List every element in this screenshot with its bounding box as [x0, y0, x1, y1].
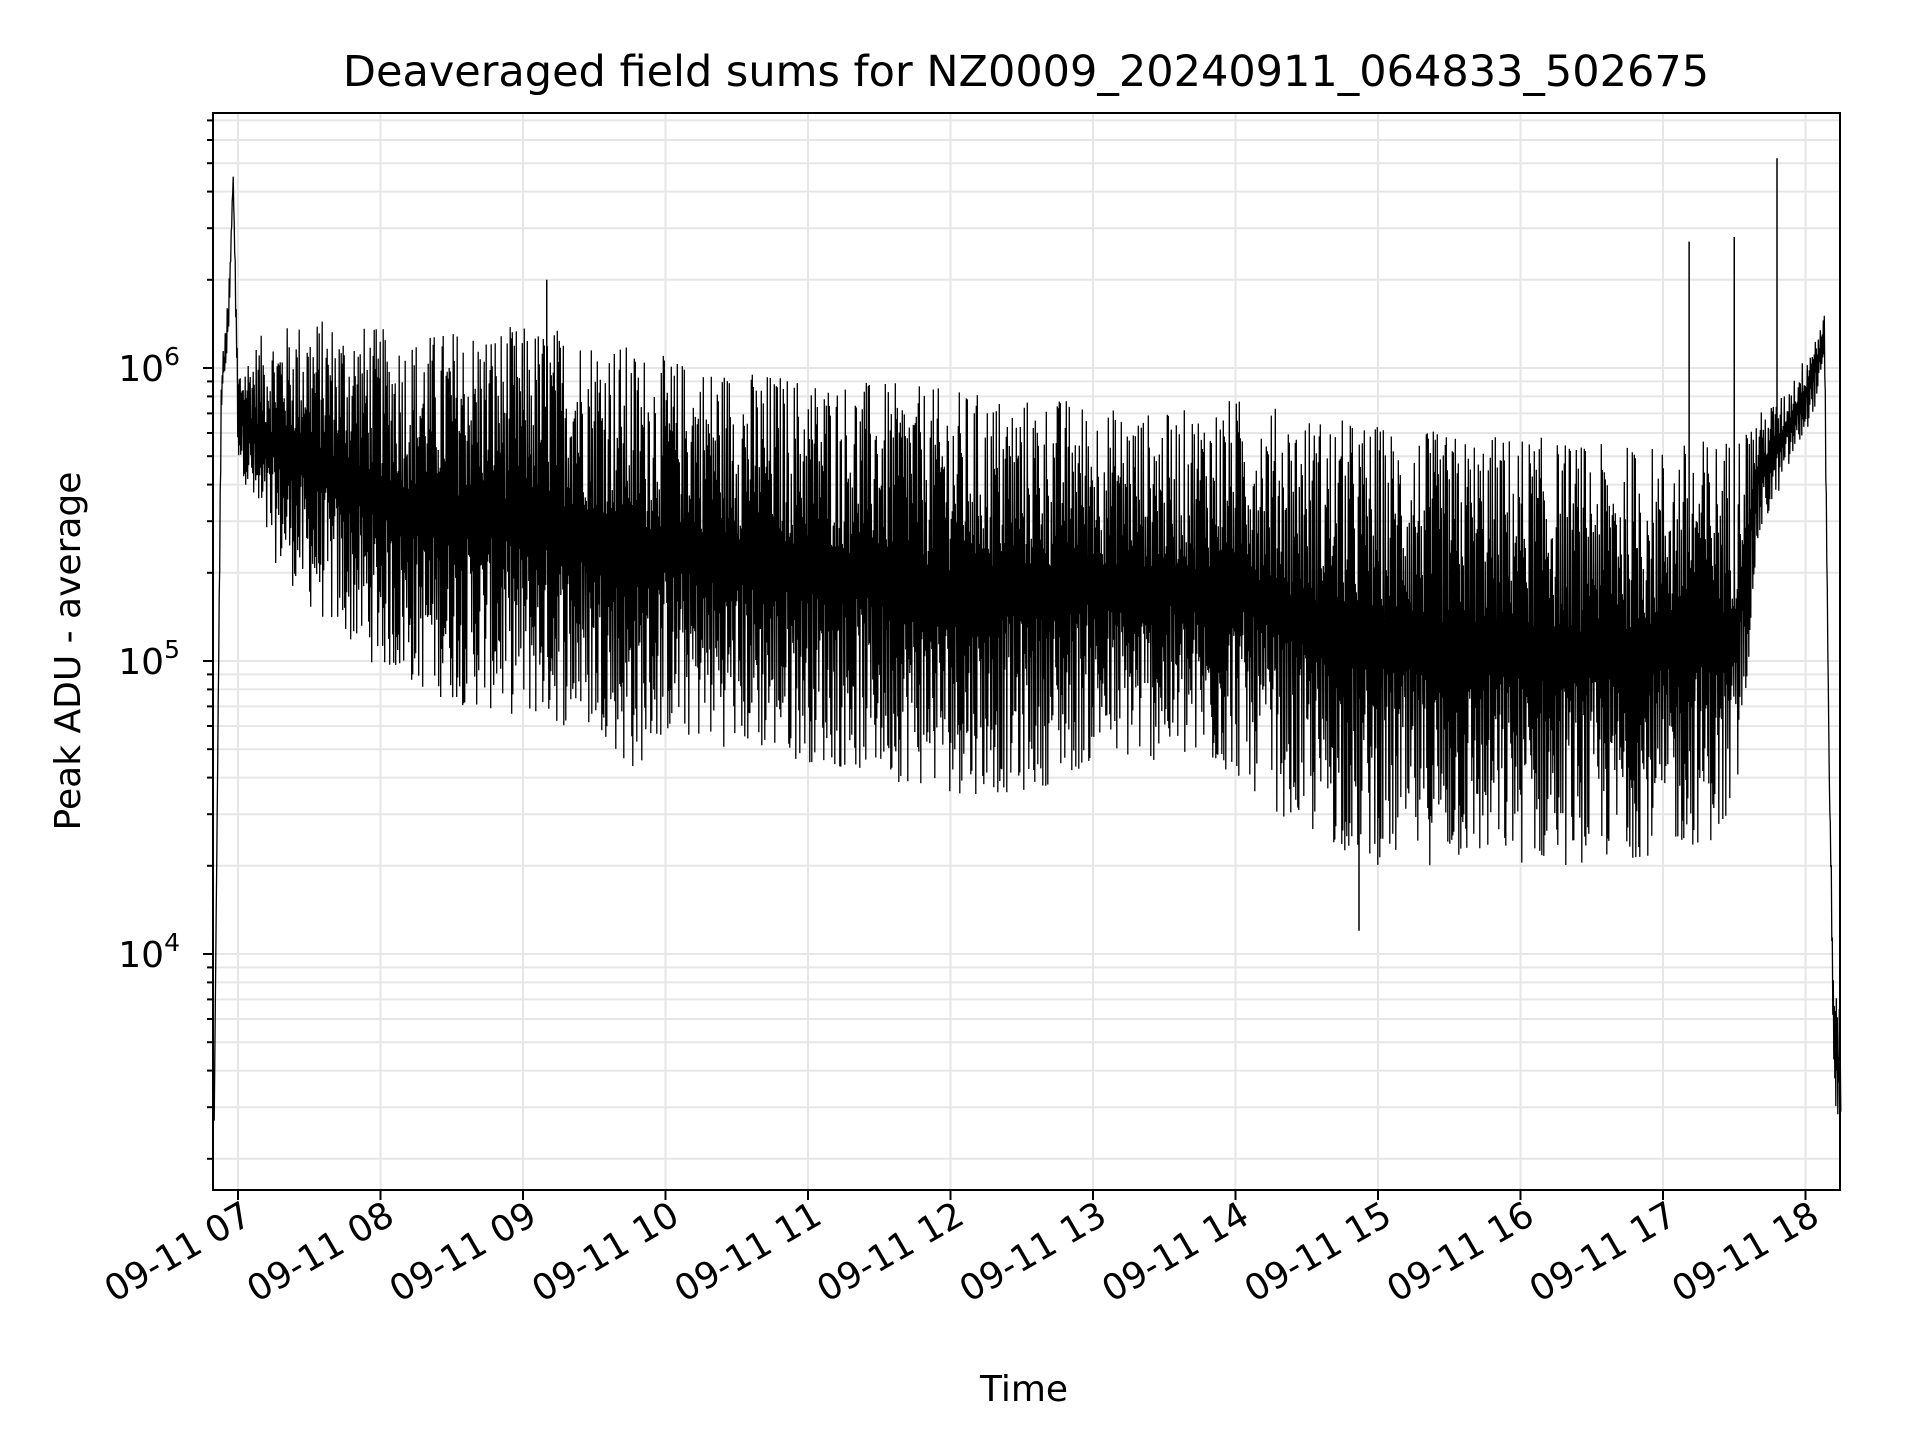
y-tick-base: 10: [118, 349, 164, 390]
y-tick-label: 104: [118, 928, 180, 976]
plot-frame: [212, 112, 1841, 1191]
y-tick-label: 105: [118, 635, 180, 683]
data-series: [213, 158, 1842, 1121]
series-line: [213, 176, 1842, 1121]
y-tick-exponent: 6: [164, 342, 180, 371]
y-tick-label: 106: [118, 342, 180, 390]
y-tick-base: 10: [118, 935, 164, 976]
y-tick-exponent: 5: [164, 635, 180, 664]
y-tick-base: 10: [118, 642, 164, 683]
x-axis-label: Time: [979, 1369, 1068, 1410]
y-axis-label: Peak ADU - average: [48, 472, 89, 831]
chart-title: Deaveraged field sums for NZ0009_2024091…: [343, 47, 1709, 97]
y-tick-exponent: 4: [164, 928, 180, 957]
